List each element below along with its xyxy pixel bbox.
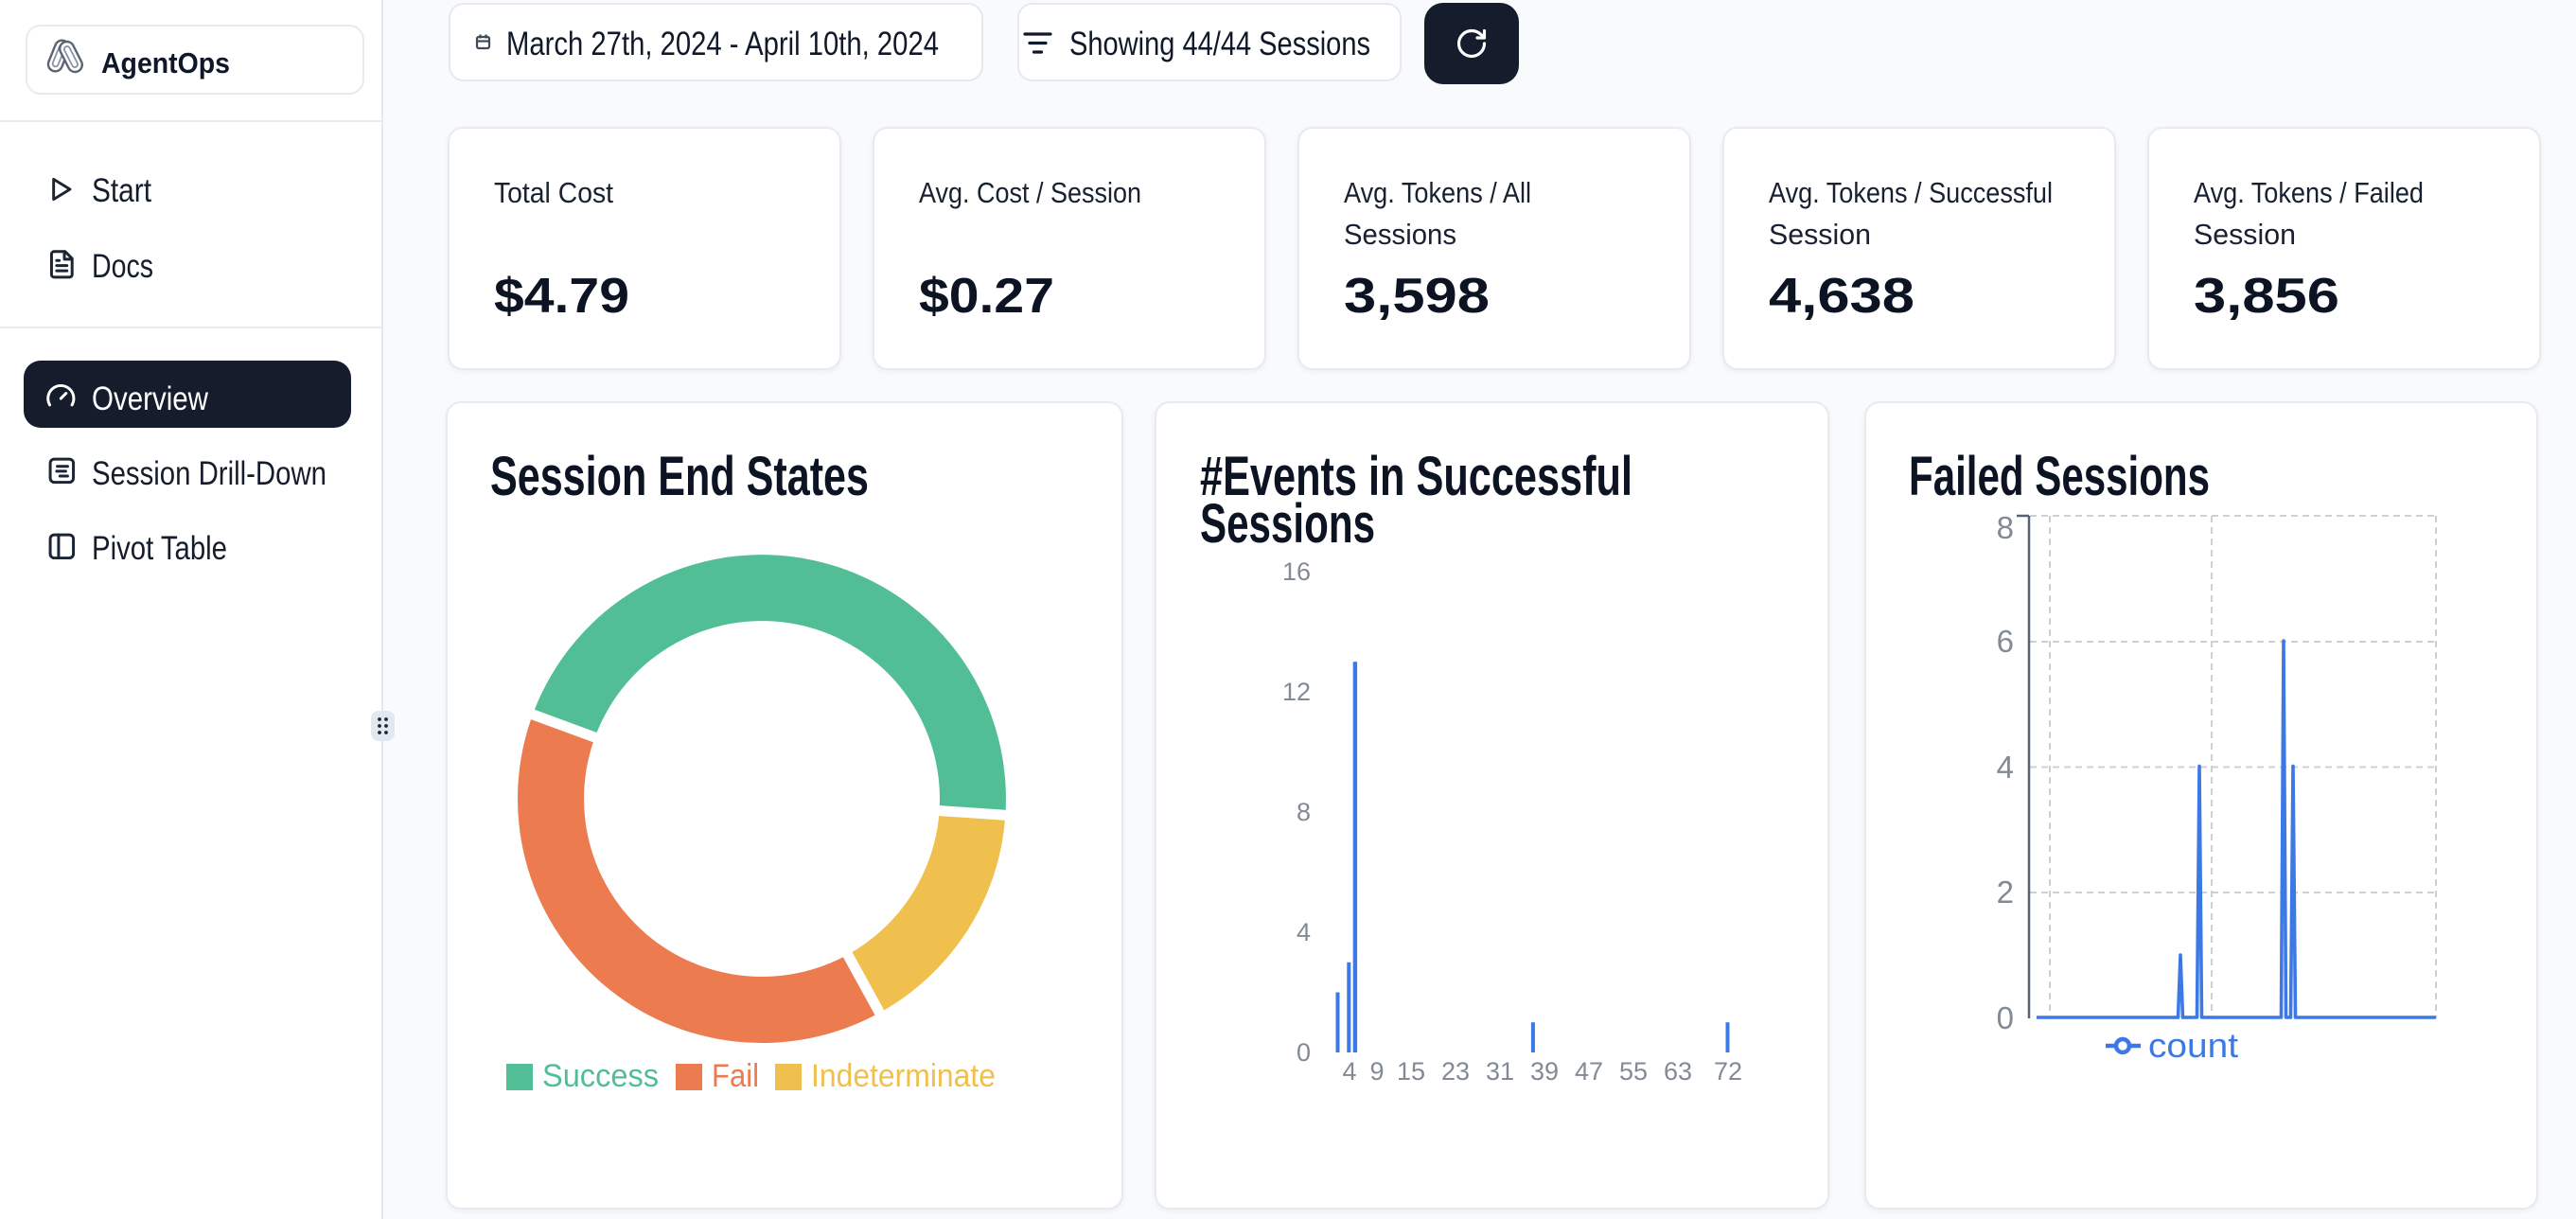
svg-text:Showing 44/44 Sessions: Showing 44/44 Sessions	[1069, 26, 1370, 62]
svg-text:4: 4	[1342, 1057, 1356, 1086]
svg-text:Overview: Overview	[92, 380, 209, 417]
svg-text:Success: Success	[542, 1058, 659, 1094]
svg-text:$0.27: $0.27	[919, 269, 1054, 324]
svg-text:#Events in Successful: #Events in Successful	[1200, 446, 1632, 507]
svg-text:Sessions: Sessions	[1344, 218, 1456, 251]
svg-text:3,598: 3,598	[1344, 269, 1490, 324]
svg-text:12: 12	[1282, 678, 1311, 706]
svg-text:16: 16	[1282, 557, 1311, 586]
svg-text:4: 4	[1997, 750, 2014, 785]
svg-text:Pivot Table: Pivot Table	[92, 530, 227, 567]
svg-text:2: 2	[1997, 874, 2014, 910]
svg-text:count: count	[2148, 1026, 2238, 1065]
svg-text:6: 6	[1997, 624, 2014, 659]
svg-text:$4.79: $4.79	[494, 269, 629, 324]
svg-text:9: 9	[1369, 1057, 1384, 1086]
svg-text:Avg. Tokens / All: Avg. Tokens / All	[1344, 176, 1531, 209]
svg-text:4,638: 4,638	[1769, 269, 1914, 324]
svg-text:Total Cost: Total Cost	[494, 176, 613, 209]
svg-text:Session: Session	[2194, 218, 2296, 251]
svg-text:4: 4	[1297, 918, 1311, 946]
svg-text:AgentOps: AgentOps	[101, 46, 230, 80]
svg-text:8: 8	[1297, 798, 1311, 826]
svg-text:0: 0	[1997, 1000, 2014, 1035]
svg-text:Session: Session	[1769, 218, 1871, 251]
svg-text:Start: Start	[92, 172, 151, 209]
svg-text:Failed Sessions: Failed Sessions	[1909, 446, 2210, 507]
svg-text:3,856: 3,856	[2194, 269, 2339, 324]
svg-text:Session Drill-Down: Session Drill-Down	[92, 455, 326, 492]
svg-text:8: 8	[1997, 510, 2014, 545]
svg-text:Session End States: Session End States	[490, 446, 869, 507]
svg-text:Avg. Cost / Session: Avg. Cost / Session	[919, 176, 1141, 209]
svg-text:Sessions: Sessions	[1200, 493, 1375, 555]
svg-text:Avg. Tokens / Successful: Avg. Tokens / Successful	[1769, 176, 2053, 209]
svg-text:Docs: Docs	[92, 248, 153, 285]
svg-text:March 27th, 2024 - April 10th,: March 27th, 2024 - April 10th, 2024	[506, 26, 939, 62]
svg-text:0: 0	[1297, 1038, 1311, 1067]
svg-text:Indeterminate: Indeterminate	[811, 1058, 996, 1094]
svg-text:47: 47	[1575, 1057, 1603, 1086]
svg-text:31: 31	[1486, 1057, 1514, 1086]
svg-text:15: 15	[1397, 1057, 1425, 1086]
svg-text:23: 23	[1441, 1057, 1470, 1086]
svg-text:55: 55	[1619, 1057, 1648, 1086]
svg-text:72: 72	[1714, 1057, 1742, 1086]
svg-text:Avg. Tokens / Failed: Avg. Tokens / Failed	[2194, 176, 2424, 209]
svg-text:39: 39	[1530, 1057, 1559, 1086]
svg-text:63: 63	[1664, 1057, 1692, 1086]
svg-text:Fail: Fail	[712, 1058, 759, 1094]
